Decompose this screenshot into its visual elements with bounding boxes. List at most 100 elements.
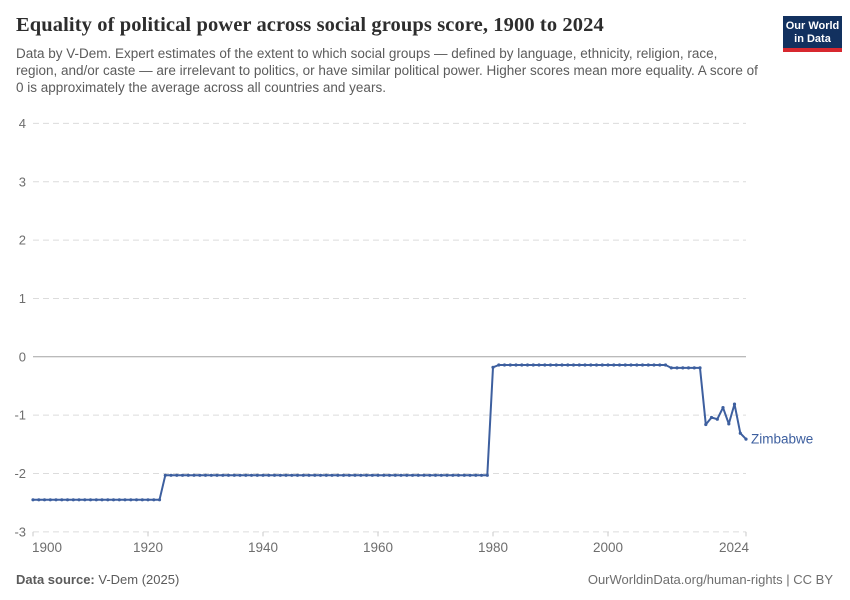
data-point[interactable] [623, 363, 627, 367]
data-point[interactable] [439, 473, 443, 477]
data-point[interactable] [698, 366, 702, 370]
data-point[interactable] [238, 473, 242, 477]
data-point[interactable] [31, 498, 35, 502]
data-point[interactable] [261, 473, 265, 477]
data-point[interactable] [531, 363, 535, 367]
data-point[interactable] [221, 473, 225, 477]
series-label-zimbabwe[interactable]: Zimbabwe [751, 432, 813, 447]
data-point[interactable] [37, 498, 41, 502]
data-point[interactable] [548, 363, 553, 367]
data-point[interactable] [520, 363, 524, 367]
data-point[interactable] [129, 498, 133, 502]
data-point[interactable] [474, 473, 478, 477]
data-point[interactable] [209, 473, 213, 477]
data-point[interactable] [646, 363, 650, 367]
data-point[interactable] [393, 473, 397, 477]
data-point[interactable] [249, 473, 254, 477]
data-point[interactable] [589, 363, 593, 367]
data-point[interactable] [652, 363, 656, 367]
data-point[interactable] [100, 498, 104, 502]
data-point[interactable] [192, 473, 196, 477]
data-point[interactable] [255, 473, 259, 477]
data-point[interactable] [560, 363, 564, 367]
data-point[interactable] [485, 473, 489, 477]
data-point[interactable] [77, 498, 81, 502]
data-point[interactable] [663, 363, 668, 367]
data-point[interactable] [324, 473, 328, 477]
data-point[interactable] [410, 473, 415, 477]
data-point[interactable] [152, 498, 156, 502]
data-point[interactable] [606, 363, 610, 367]
data-point[interactable] [215, 473, 219, 477]
data-point[interactable] [169, 473, 173, 477]
data-point[interactable] [502, 363, 507, 367]
data-point[interactable] [428, 473, 432, 477]
data-point[interactable] [88, 498, 93, 502]
data-point[interactable] [433, 473, 438, 477]
data-point[interactable] [341, 473, 346, 477]
data-point[interactable] [387, 473, 392, 477]
data-point[interactable] [111, 498, 116, 502]
data-point[interactable] [612, 363, 616, 367]
data-point[interactable] [738, 431, 742, 435]
data-point[interactable] [290, 473, 294, 477]
data-point[interactable] [267, 473, 271, 477]
data-point[interactable] [445, 473, 449, 477]
data-point[interactable] [307, 473, 311, 477]
data-point[interactable] [272, 473, 277, 477]
data-point[interactable] [42, 498, 47, 502]
data-point[interactable] [600, 363, 604, 367]
data-point[interactable] [347, 473, 351, 477]
data-point[interactable] [48, 498, 52, 502]
data-point[interactable] [479, 473, 484, 477]
data-point[interactable] [65, 498, 70, 502]
data-point[interactable] [709, 415, 714, 420]
data-point[interactable] [617, 363, 622, 367]
data-point[interactable] [669, 366, 673, 370]
data-point[interactable] [364, 473, 369, 477]
data-point[interactable] [732, 402, 737, 406]
data-point[interactable] [727, 422, 731, 426]
data-point[interactable] [71, 498, 75, 502]
data-point[interactable] [686, 366, 691, 370]
data-point[interactable] [83, 498, 87, 502]
data-point[interactable] [405, 473, 409, 477]
data-point[interactable] [744, 437, 748, 441]
data-point[interactable] [123, 498, 127, 502]
data-point[interactable] [462, 473, 466, 477]
data-point[interactable] [382, 473, 386, 477]
data-point[interactable] [163, 473, 167, 477]
data-point[interactable] [658, 363, 662, 367]
data-point[interactable] [198, 473, 202, 477]
data-point[interactable] [468, 473, 472, 477]
data-point[interactable] [244, 473, 248, 477]
data-point[interactable] [232, 473, 236, 477]
data-point[interactable] [675, 366, 679, 370]
data-point[interactable] [117, 498, 121, 502]
attribution-license[interactable]: OurWorldinData.org/human-rights | CC BY [587, 572, 833, 587]
zimbabwe-line[interactable] [32, 364, 747, 501]
data-point[interactable] [370, 473, 374, 477]
data-point[interactable] [146, 498, 150, 502]
data-point[interactable] [635, 363, 639, 367]
data-point[interactable] [399, 473, 403, 477]
data-point[interactable] [508, 363, 512, 367]
data-point[interactable] [497, 363, 501, 367]
data-point[interactable] [301, 473, 305, 477]
data-point[interactable] [543, 363, 547, 367]
data-point[interactable] [203, 473, 208, 477]
data-point[interactable] [704, 422, 708, 427]
data-point[interactable] [554, 363, 558, 367]
data-point[interactable] [491, 365, 495, 369]
data-point[interactable] [284, 473, 288, 477]
data-point[interactable] [60, 498, 64, 502]
data-point[interactable] [583, 363, 587, 367]
data-point[interactable] [571, 363, 576, 367]
data-point[interactable] [278, 473, 282, 477]
data-point[interactable] [175, 473, 179, 477]
data-point[interactable] [318, 473, 323, 477]
data-point[interactable] [226, 473, 231, 477]
data-point[interactable] [629, 363, 633, 367]
data-point[interactable] [94, 498, 98, 502]
